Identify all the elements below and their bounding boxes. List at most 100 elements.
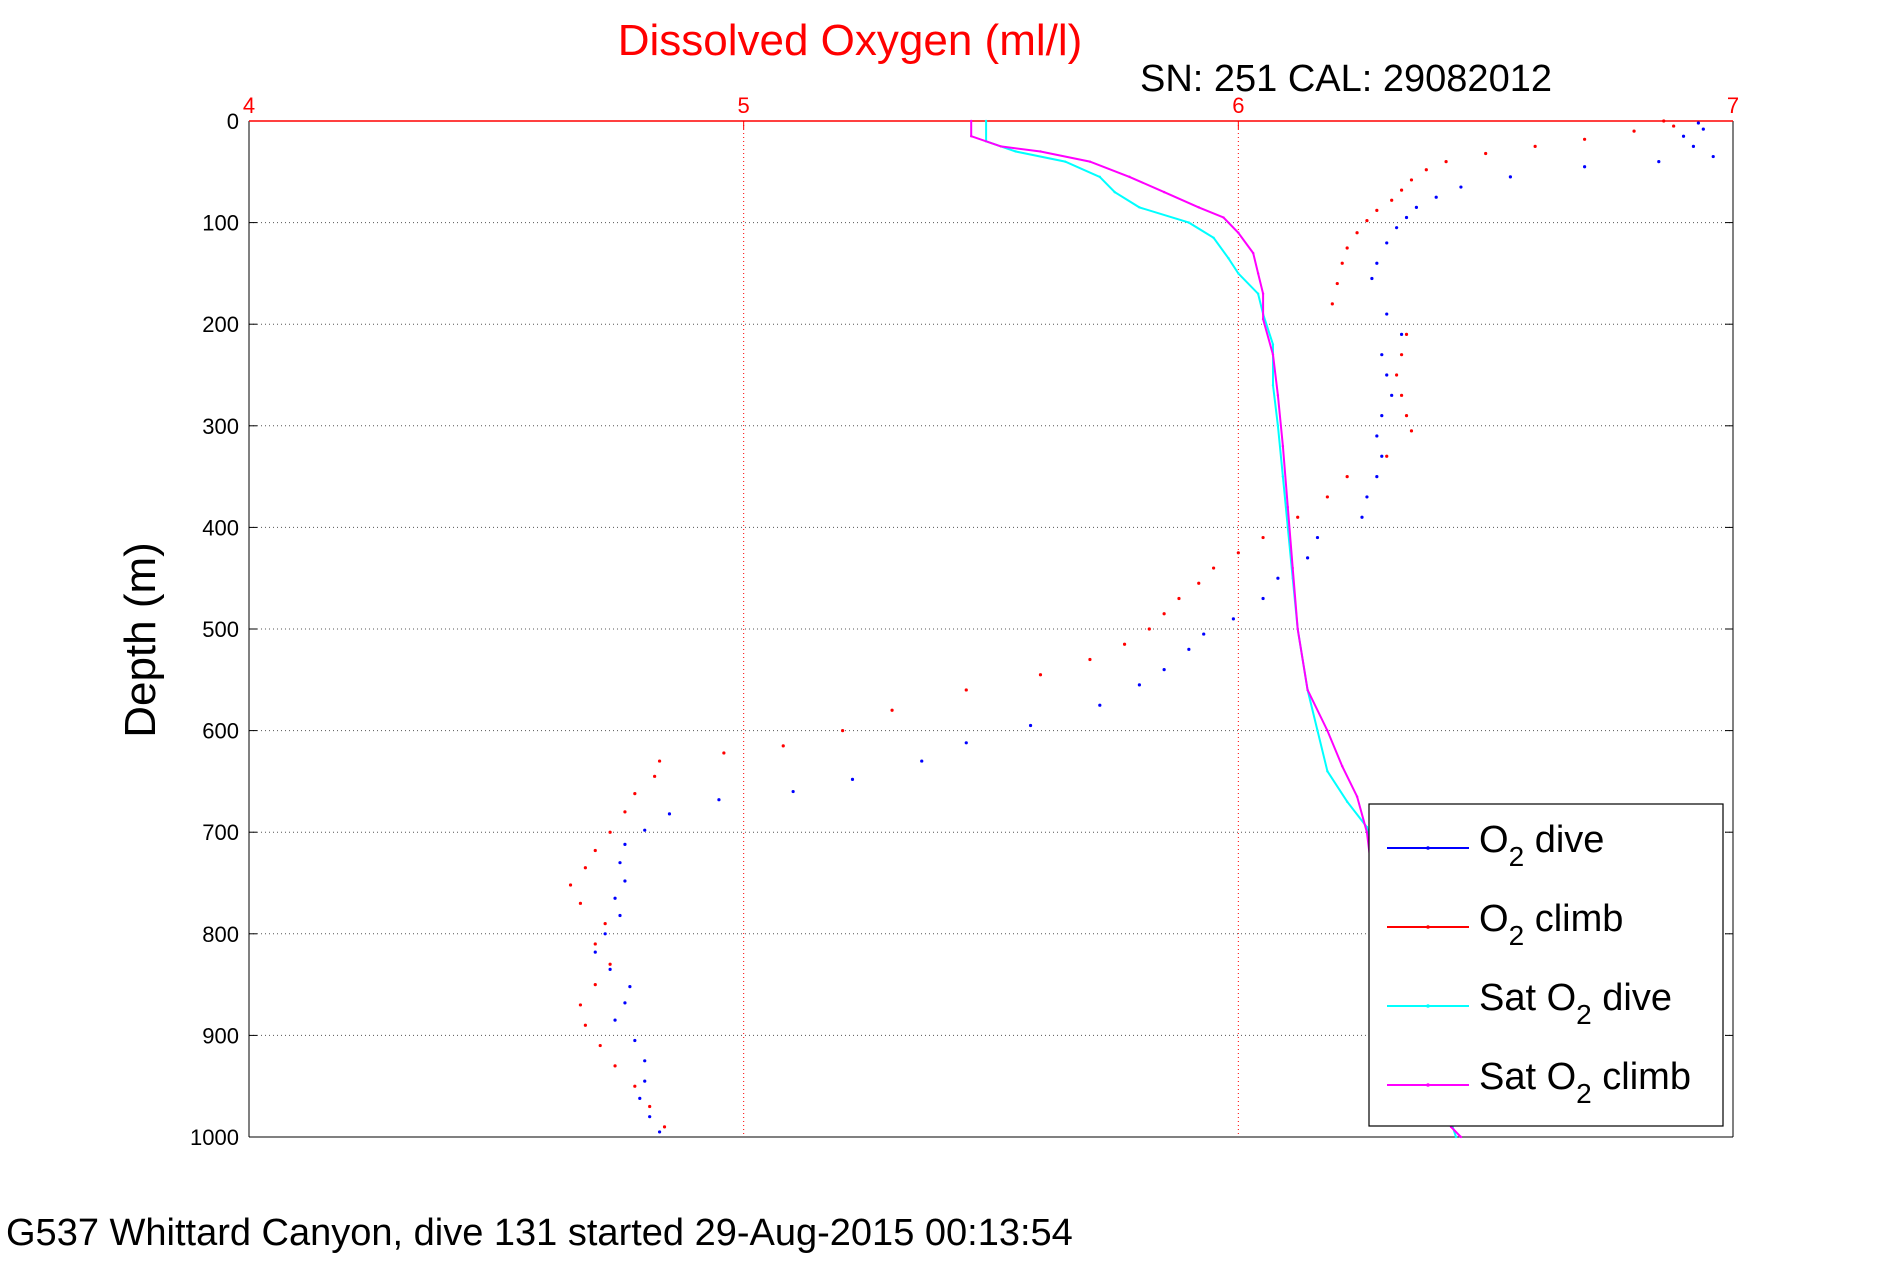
data-point: [1315, 535, 1320, 540]
x-tick-label: 7: [1727, 93, 1739, 118]
data-point: [1681, 134, 1686, 138]
data-point: [1484, 151, 1488, 156]
y-tick-labels: 0 100 200 300 400 500 600 700 800 900 1000: [190, 109, 239, 1150]
data-point: [1197, 206, 1200, 209]
series-o2-dive: [593, 121, 1715, 1134]
x-tick-labels: 4 5 6 7: [243, 93, 1739, 118]
data-point: [1306, 688, 1309, 692]
data-point: [970, 135, 973, 138]
data-point: [1360, 515, 1364, 519]
data-point: [1177, 596, 1181, 601]
data-point: [1459, 185, 1463, 189]
data-point: [593, 942, 597, 946]
data-point: [1335, 281, 1339, 286]
y-tick-label: 500: [202, 617, 239, 642]
data-point: [1237, 272, 1240, 275]
data-point: [1395, 226, 1399, 230]
data-point: [1375, 208, 1379, 213]
data-point: [1261, 596, 1265, 601]
data-point: [1122, 642, 1127, 646]
data-point: [623, 1001, 627, 1005]
data-point: [1296, 515, 1300, 519]
data-point: [648, 1115, 652, 1119]
data-point: [1326, 729, 1329, 732]
legend-label: O2 climb: [1479, 898, 1623, 951]
data-point: [1326, 770, 1329, 773]
data-point: [1197, 581, 1201, 585]
data-point: [1281, 475, 1285, 478]
data-point: [623, 810, 627, 814]
data-point: [1375, 261, 1379, 265]
data-point: [1162, 190, 1166, 194]
x-tick-label: 6: [1232, 93, 1244, 118]
legend-marker: [1426, 1083, 1430, 1087]
data-point: [1227, 256, 1230, 260]
data-point: [1222, 216, 1225, 219]
data-point: [1404, 332, 1409, 336]
data-point: [1330, 302, 1334, 306]
data-point: [638, 1096, 642, 1100]
data-point: [1340, 261, 1344, 265]
y-tick-label: 1000: [190, 1125, 239, 1150]
data-point: [628, 985, 632, 989]
data-point: [1390, 198, 1394, 202]
data-point: [578, 1003, 583, 1007]
legend-marker: [1426, 846, 1430, 850]
y-tick-label: 400: [202, 515, 239, 540]
data-point: [1088, 657, 1092, 662]
data-point: [1365, 495, 1369, 499]
data-point: [1583, 165, 1587, 169]
data-point: [1316, 729, 1319, 732]
data-point: [1399, 393, 1404, 397]
data-point: [667, 812, 672, 816]
data-point: [1281, 444, 1285, 448]
data-point: [1162, 668, 1166, 672]
data-point: [1098, 703, 1102, 707]
data-point: [1137, 683, 1141, 687]
data-point: [1385, 241, 1389, 245]
data-point: [1256, 292, 1260, 295]
data-point: [791, 789, 795, 794]
data-point: [717, 798, 721, 802]
data-point: [920, 759, 924, 763]
data-point: [1375, 434, 1379, 438]
data-point: [1355, 795, 1359, 798]
legend-marker: [1426, 1004, 1430, 1008]
data-point: [1370, 276, 1374, 281]
data-point: [1399, 188, 1404, 192]
data-point: [1271, 383, 1275, 387]
data-point: [1028, 723, 1033, 728]
data-point: [1691, 144, 1696, 148]
data-point: [568, 883, 573, 887]
data-point: [1444, 160, 1448, 164]
data-point: [1395, 373, 1399, 377]
y-axis-label: Depth (m): [116, 542, 165, 738]
data-point: [1162, 612, 1166, 616]
footer-caption: G537 Whittard Canyon, dive 131 started 2…: [6, 1212, 1073, 1254]
data-point: [781, 744, 785, 748]
data-point: [1236, 551, 1240, 555]
data-point: [613, 1018, 617, 1022]
data-point: [1276, 424, 1280, 427]
data-point: [970, 119, 973, 123]
data-point: [618, 861, 622, 865]
data-point: [643, 1079, 647, 1083]
data-point: [1385, 373, 1389, 377]
data-point: [890, 708, 894, 712]
data-point: [603, 922, 607, 926]
data-point: [657, 759, 662, 763]
data-point: [1414, 205, 1419, 209]
data-point: [1276, 576, 1280, 580]
data-point: [1657, 160, 1661, 164]
data-point: [1038, 673, 1043, 677]
data-point: [1286, 505, 1290, 509]
data-point: [1399, 332, 1404, 336]
data-point: [1345, 246, 1349, 250]
y-tick-label: 300: [202, 414, 239, 439]
data-point: [1632, 129, 1636, 133]
data-point: [850, 777, 855, 781]
data-point: [1385, 454, 1389, 458]
data-point: [1404, 215, 1409, 220]
data-point: [643, 828, 647, 832]
y-tick-label: 800: [202, 922, 239, 947]
